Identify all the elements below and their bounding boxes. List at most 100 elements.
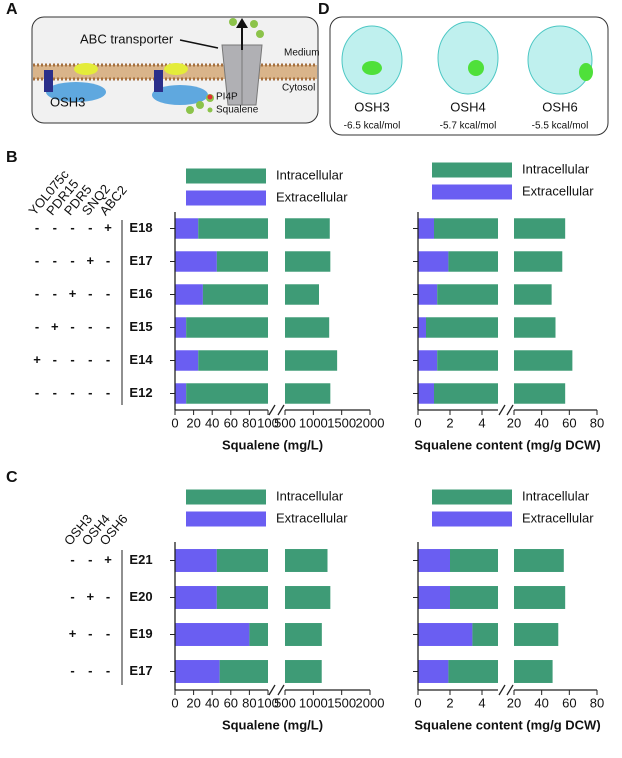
osh-domain [164, 63, 188, 75]
x-tick-label: 0 [171, 415, 178, 430]
bar-segment [175, 284, 203, 305]
bar-segment [216, 549, 268, 572]
bar-segment [514, 623, 559, 646]
x-tick-label: 500 [274, 415, 296, 430]
genotype-sign: - [70, 663, 74, 678]
x-tick-label: 2000 [356, 695, 385, 710]
x-tick-label: 60 [562, 415, 576, 430]
x-tick-label: 1500 [327, 695, 356, 710]
x-tick-label: 20 [507, 415, 521, 430]
bar-segment [426, 317, 498, 338]
x-tick-label: 2 [446, 415, 453, 430]
genotype-sign: - [106, 253, 110, 268]
x-tick-label: 0 [414, 695, 421, 710]
binding-energy: -5.7 kcal/mol [440, 121, 497, 132]
x-tick-label: 1000 [299, 415, 328, 430]
x-tick-label: 0 [414, 415, 421, 430]
bar-segment [514, 383, 566, 404]
bar-segment [202, 284, 268, 305]
x-tick-label: 60 [562, 695, 576, 710]
bar-segment [186, 383, 268, 404]
genotype-sign: - [88, 220, 92, 235]
x-axis-title: Squalene content (mg/g DCW) [414, 437, 600, 452]
legend-label: Extracellular [522, 183, 594, 198]
x-tick-label: 4 [478, 415, 485, 430]
bar-segment [514, 549, 564, 572]
bar-segment [285, 284, 319, 305]
genotype-sign: + [86, 589, 94, 604]
squalene-dot [196, 101, 204, 109]
genotype-sign: - [70, 385, 74, 400]
bar-segment [285, 549, 328, 572]
category-label: E19 [129, 626, 152, 641]
bar-segment [418, 317, 426, 338]
genotype-sign: + [86, 253, 94, 268]
panel-a-diagram: ABC transporter Medium Cytosol OSH3 PI4P… [31, 16, 320, 124]
ligand [362, 61, 382, 75]
genotype-sign: - [70, 253, 74, 268]
genotype-sign: - [35, 385, 39, 400]
legend-swatch [186, 511, 266, 527]
arrowhead [236, 18, 248, 28]
bar-segment [285, 383, 331, 404]
bar-segment [175, 350, 199, 371]
x-tick-label: 80 [242, 415, 256, 430]
genotype-sign: - [70, 589, 74, 604]
x-axis-title: Squalene (mg/L) [222, 437, 323, 452]
category-label: E20 [129, 589, 152, 604]
genotype-sign: - [53, 220, 57, 235]
genotype-sign: - [53, 352, 57, 367]
protein-structure [437, 21, 499, 95]
genotype-sign: - [35, 286, 39, 301]
genotype-sign: - [53, 286, 57, 301]
legend-swatch [186, 489, 266, 505]
legend-label: Intracellular [522, 161, 590, 176]
bar-segment [175, 317, 187, 338]
osh-domain [74, 63, 98, 75]
genotype-sign: - [106, 385, 110, 400]
bar-segment [418, 284, 438, 305]
genotype-sign: - [70, 352, 74, 367]
structure-name: OSH4 [450, 99, 485, 114]
genotype-sign: - [88, 319, 92, 334]
genotype-sign: + [69, 286, 77, 301]
legend-swatch [432, 162, 512, 178]
squalene-dot [186, 106, 194, 114]
binding-energy: -5.5 kcal/mol [532, 121, 589, 132]
bar-segment [472, 623, 498, 646]
bar-segment [219, 660, 268, 683]
bar-segment [175, 251, 217, 272]
label: ABC transporter [80, 31, 174, 46]
x-tick-label: 100 [257, 695, 279, 710]
panel-d-structures [329, 16, 609, 136]
x-tick-label: 2 [446, 695, 453, 710]
genotype-sign: + [51, 319, 59, 334]
legend-label: Extracellular [522, 510, 594, 525]
bar-segment [216, 586, 268, 609]
squalene-dot [250, 20, 258, 28]
genotype-sign: - [88, 352, 92, 367]
genotype-sign: - [35, 319, 39, 334]
axis-break [277, 684, 285, 696]
axis-break [498, 684, 506, 696]
ligand [468, 60, 484, 76]
structure-name: OSH6 [542, 99, 577, 114]
genotype-sign: - [88, 552, 92, 567]
x-tick-label: 1500 [327, 415, 356, 430]
genotype-sign: - [106, 286, 110, 301]
bar-segment [285, 251, 331, 272]
bar-segment [418, 623, 473, 646]
label: OSH3 [50, 94, 85, 109]
genotype-sign: - [35, 253, 39, 268]
structure-name: OSH3 [354, 99, 389, 114]
bar-segment [285, 660, 322, 683]
panel-letter: B [6, 149, 18, 166]
binding-energy: -6.5 kcal/mol [344, 121, 401, 132]
ligand [579, 63, 593, 81]
axis-break [268, 404, 276, 416]
bar-segment [198, 218, 268, 239]
genotype-sign: + [33, 352, 41, 367]
legend-label: Intracellular [276, 167, 344, 182]
legend-swatch [432, 489, 512, 505]
